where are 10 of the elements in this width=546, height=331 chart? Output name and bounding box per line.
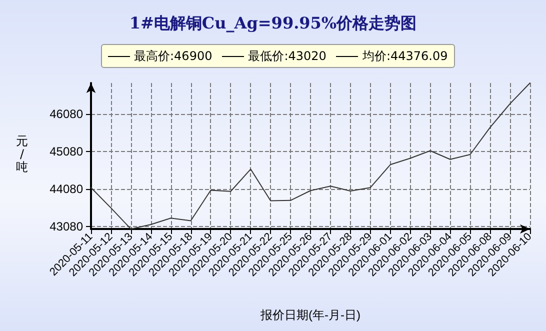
chart-title: 1#电解铜Cu_Ag=99.95%价格走势图 [129,14,417,32]
y-tick-label: 44080 [50,182,84,196]
y-axis-title: 元/吨 [16,134,28,174]
text: 均价:44376.09 [361,48,448,64]
x-axis-title: 报价日期(年-月-日) [260,308,360,322]
y-tick-label: 46080 [50,106,84,121]
text: 最高价:46900 [133,48,212,64]
text: 最低价:43020 [247,48,326,64]
y-tick-label: 43080 [50,220,84,234]
y-tick-label: 45080 [50,144,84,158]
